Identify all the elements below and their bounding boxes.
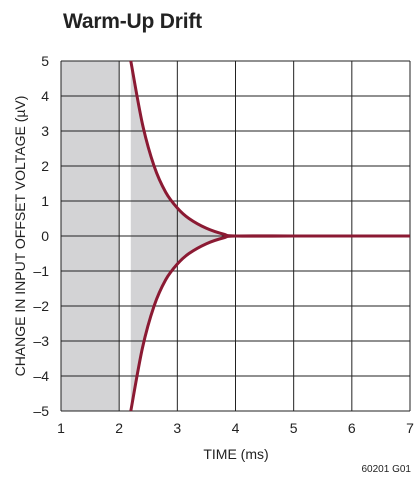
y-tick-label: 1 [41,193,49,209]
x-axis-label: TIME (ms) [203,446,269,462]
y-tick-label: –5 [33,403,49,419]
series-line-negative [129,234,410,412]
x-tick-label: 3 [173,420,181,436]
y-tick-label: 2 [41,158,49,174]
y-tick-label: 5 [41,53,49,69]
y-tick-label: –1 [33,263,49,279]
y-tick-label: –4 [33,368,49,384]
x-tick-label: 1 [57,420,65,436]
y-tick-label: 4 [41,88,49,104]
x-tick-label: 2 [115,420,123,436]
y-tick-label: 3 [41,123,49,139]
ticks-layer: 1 2 3 4 5 6 7 5 4 3 2 1 0 –1 –2 –3 –4 –5 [33,53,414,436]
figure-id: 60201 G01 [361,464,412,475]
lines-layer [129,60,410,412]
x-tick-label: 4 [232,420,240,436]
y-tick-label: 0 [41,228,49,244]
y-tick-label: –2 [33,298,49,314]
x-tick-label: 5 [290,420,298,436]
x-tick-label: 6 [348,420,356,436]
chart-title: Warm-Up Drift [63,10,202,33]
y-tick-label: –3 [33,333,49,349]
x-tick-label: 7 [406,420,414,436]
